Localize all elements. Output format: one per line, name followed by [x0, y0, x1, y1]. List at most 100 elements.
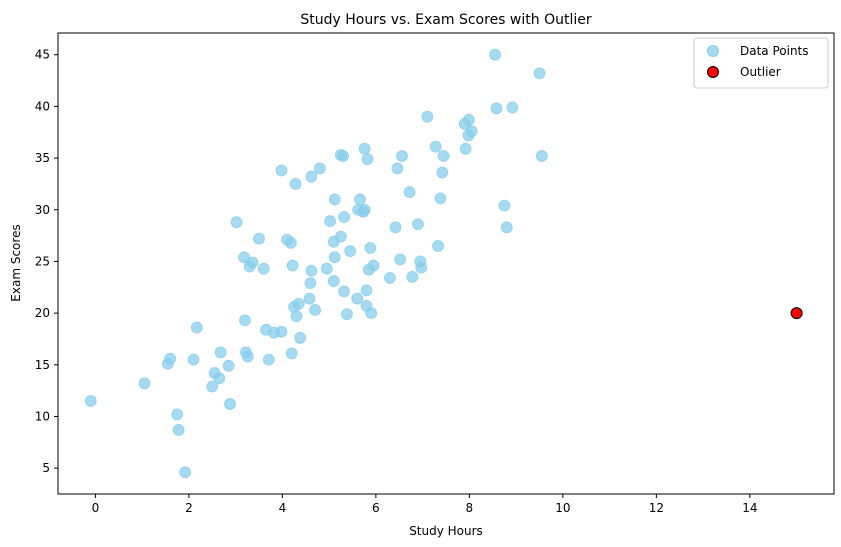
data-point — [286, 259, 299, 272]
data-point — [351, 292, 364, 305]
data-point — [434, 192, 447, 205]
data-point — [187, 353, 200, 366]
plot-area — [57, 32, 835, 495]
data-point — [309, 304, 322, 316]
data-point — [313, 162, 326, 175]
x-tick-label: 8 — [466, 501, 474, 515]
data-point — [84, 395, 97, 407]
data-point — [415, 261, 428, 274]
data-point — [253, 232, 265, 245]
outlier-point — [790, 307, 803, 320]
data-point — [214, 346, 227, 359]
data-point — [365, 307, 378, 320]
data-point — [275, 325, 288, 338]
data-point — [290, 310, 303, 323]
data-point — [305, 264, 318, 277]
data-point — [179, 466, 192, 479]
legend-marker-data-points — [707, 45, 719, 57]
data-point — [275, 164, 288, 177]
data-point — [285, 347, 298, 360]
data-point — [337, 150, 350, 162]
data-point — [172, 424, 185, 436]
data-point — [304, 277, 317, 290]
data-point — [320, 262, 333, 275]
x-axis-label: Study Hours — [409, 524, 483, 538]
x-tick-label: 6 — [372, 501, 380, 515]
data-point — [396, 150, 408, 162]
chart-title: Study Hours vs. Exam Scores with Outlier — [300, 12, 591, 28]
data-point — [338, 285, 350, 298]
x-tick-label: 0 — [92, 501, 100, 515]
legend-marker-outlier — [707, 66, 719, 78]
data-point — [535, 150, 548, 162]
y-tick-label: 5 — [42, 461, 50, 475]
data-point — [224, 398, 236, 410]
data-point — [230, 216, 243, 229]
data-point — [292, 297, 305, 310]
data-point — [358, 203, 371, 216]
data-point — [403, 186, 416, 199]
data-point — [394, 253, 407, 266]
x-tick-label: 14 — [742, 501, 757, 515]
data-point — [533, 67, 546, 80]
data-point — [303, 292, 316, 305]
data-point — [138, 377, 151, 390]
data-point — [367, 259, 380, 272]
x-axis: 0 2 4 6 8 10 12 14 — [92, 494, 757, 515]
y-tick-label: 25 — [35, 254, 50, 268]
data-point — [305, 170, 318, 183]
data-point — [289, 178, 302, 190]
data-point — [213, 372, 226, 385]
data-point — [498, 199, 511, 212]
y-tick-label: 45 — [35, 48, 50, 62]
y-axis-label: Exam Scores — [9, 224, 23, 301]
outlier-series — [790, 307, 803, 320]
y-tick-label: 40 — [35, 99, 50, 113]
data-point — [389, 221, 402, 234]
data-point — [436, 166, 449, 179]
data-point — [190, 321, 203, 334]
data-point — [506, 101, 519, 114]
data-point — [465, 125, 478, 138]
data-point — [206, 380, 219, 393]
data-point — [490, 102, 503, 115]
legend-label-data-points: Data Points — [740, 44, 809, 58]
x-tick-label: 12 — [649, 501, 664, 515]
data-point — [334, 230, 347, 243]
data-point — [171, 408, 184, 421]
data-point — [284, 236, 297, 249]
y-tick-label: 15 — [35, 358, 50, 372]
data-point — [222, 359, 235, 372]
y-tick-label: 20 — [35, 306, 50, 320]
data-point — [344, 245, 357, 257]
legend: Data Points Outlier — [693, 37, 829, 89]
data-point — [327, 275, 340, 287]
data-point — [421, 110, 434, 123]
x-tick-label: 2 — [185, 501, 193, 515]
data-point — [406, 271, 419, 283]
data-point — [500, 221, 513, 234]
data-point — [391, 162, 404, 175]
data-point — [437, 150, 450, 162]
data-point — [262, 353, 275, 366]
data-point — [384, 272, 396, 284]
x-tick-label: 10 — [555, 501, 570, 515]
data-point — [324, 215, 336, 228]
data-point — [412, 218, 424, 231]
data-points-series — [84, 48, 548, 479]
y-tick-label: 10 — [35, 409, 50, 423]
data-point — [246, 256, 259, 269]
data-point — [358, 142, 371, 155]
data-point — [239, 314, 251, 327]
data-point — [328, 251, 341, 264]
data-point — [354, 193, 366, 206]
data-point — [361, 153, 374, 166]
y-tick-label: 35 — [35, 151, 50, 165]
x-tick-label: 4 — [279, 501, 287, 515]
data-point — [164, 352, 177, 365]
data-point — [463, 113, 475, 126]
data-point — [459, 142, 472, 155]
legend-box — [693, 37, 829, 89]
data-point — [364, 242, 377, 254]
